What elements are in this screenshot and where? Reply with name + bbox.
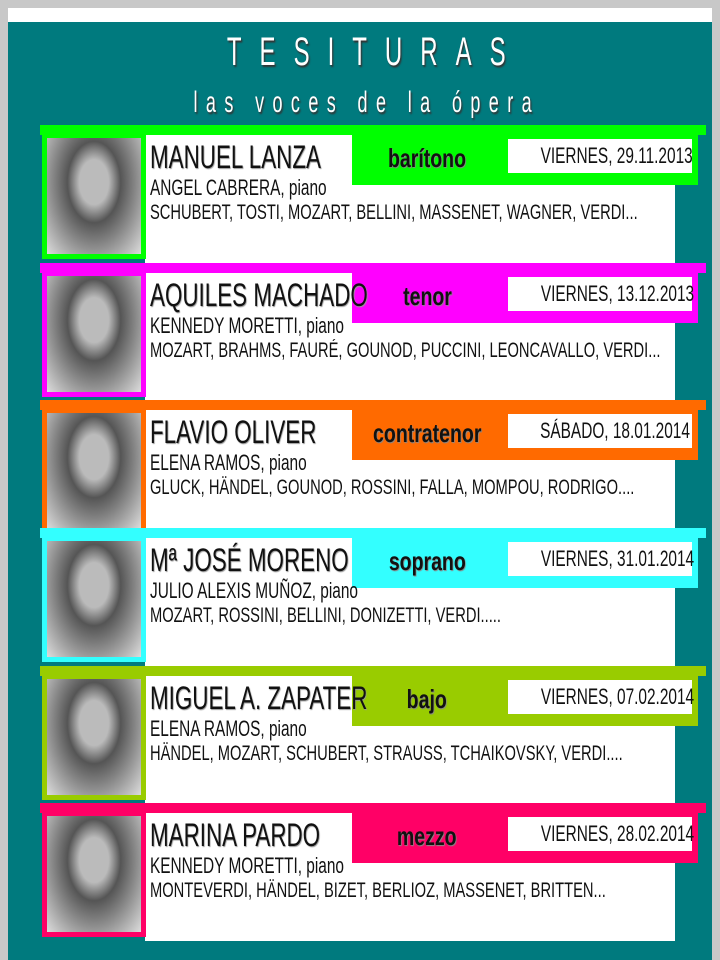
voice-type-tab: mezzo VIERNES, 28.02.2014 <box>352 811 698 863</box>
concert-block: bajo VIERNES, 07.02.2014 MIGUEL A. ZAPAT… <box>40 666 706 806</box>
color-bar <box>40 400 706 410</box>
voice-type: contratenor <box>372 418 482 448</box>
pianist: ELENA RAMOS, piano <box>150 450 307 475</box>
singer-name: AQUILES MACHADO <box>150 277 368 313</box>
voice-type-tab: contratenor SÁBADO, 18.01.2014 <box>352 408 698 460</box>
composers: MONTEVERDI, HÄNDEL, BIZET, BERLIOZ, MASS… <box>150 879 606 902</box>
composers: GLUCK, HÄNDEL, GOUNOD, ROSSINI, FALLA, M… <box>150 476 635 499</box>
concert-block: tenor VIERNES, 13.12.2013 AQUILES MACHAD… <box>40 263 706 403</box>
portrait-image <box>47 816 141 932</box>
color-bar <box>40 528 706 538</box>
portrait-image <box>47 413 141 529</box>
concert-date: SÁBADO, 18.01.2014 <box>508 414 692 448</box>
portrait-image <box>47 679 141 795</box>
pianist: KENNEDY MORETTI, piano <box>150 313 344 338</box>
voice-type: bajo <box>406 684 448 714</box>
concert-date: VIERNES, 29.11.2013 <box>508 139 693 173</box>
singer-photo <box>42 271 146 397</box>
voice-type: tenor <box>402 281 452 311</box>
pianist: KENNEDY MORETTI, piano <box>150 853 344 878</box>
voice-type-tab: tenor VIERNES, 13.12.2013 <box>352 271 698 323</box>
pianist: ELENA RAMOS, piano <box>150 716 307 741</box>
concert-block: soprano VIERNES, 31.01.2014 Mª JOSÉ MORE… <box>40 528 706 668</box>
concert-date: VIERNES, 28.02.2014 <box>508 817 694 851</box>
concert-block: barítono VIERNES, 29.11.2013 MANUEL LANZ… <box>40 125 706 265</box>
pianist: ANGEL CABRERA, piano <box>150 175 327 200</box>
portrait-image <box>47 276 141 392</box>
singer-name: FLAVIO OLIVER <box>150 414 317 450</box>
portrait-image <box>47 138 141 254</box>
color-bar <box>40 803 706 813</box>
pianist: JULIO ALEXIS MUÑOZ, piano <box>150 578 358 603</box>
concert-date: VIERNES, 13.12.2013 <box>508 277 694 311</box>
voice-type: mezzo <box>397 821 457 851</box>
singer-photo <box>42 536 146 662</box>
voice-type-tab: bajo VIERNES, 07.02.2014 <box>352 674 698 726</box>
composers: HÄNDEL, MOZART, SCHUBERT, STRAUSS, TCHAI… <box>150 742 623 765</box>
color-bar <box>40 666 706 676</box>
singer-name: Mª JOSÉ MORENO <box>150 542 349 578</box>
color-bar <box>40 125 706 135</box>
color-bar <box>40 263 706 273</box>
composers: MOZART, BRAHMS, FAURÉ, GOUNOD, PUCCINI, … <box>150 339 661 362</box>
singer-name: MARINA PARDO <box>150 817 321 853</box>
singer-photo <box>42 811 146 937</box>
singer-photo <box>42 408 146 534</box>
composers: MOZART, ROSSINI, BELLINI, DONIZETTI, VER… <box>150 604 501 627</box>
singer-name: MIGUEL A. ZAPATER <box>150 680 368 716</box>
poster-title: TESITURAS <box>226 30 524 74</box>
portrait-image <box>47 541 141 657</box>
voice-type-tab: barítono VIERNES, 29.11.2013 <box>352 133 698 185</box>
singer-photo <box>42 674 146 800</box>
voice-type: soprano <box>388 546 466 576</box>
concert-block: mezzo VIERNES, 28.02.2014 MARINA PARDO K… <box>40 803 706 943</box>
poster-subtitle: las voces de la ópera <box>193 86 541 119</box>
composers: SCHUBERT, TOSTI, MOZART, BELLINI, MASSEN… <box>150 201 638 224</box>
voice-type: barítono <box>388 143 466 173</box>
singer-photo <box>42 133 146 259</box>
singer-name: MANUEL LANZA <box>150 139 321 175</box>
concert-date: VIERNES, 31.01.2014 <box>508 542 694 576</box>
concert-block: contratenor SÁBADO, 18.01.2014 FLAVIO OL… <box>40 400 706 540</box>
voice-type-tab: soprano VIERNES, 31.01.2014 <box>352 536 698 588</box>
top-strip <box>8 8 712 22</box>
concert-date: VIERNES, 07.02.2014 <box>508 680 694 714</box>
